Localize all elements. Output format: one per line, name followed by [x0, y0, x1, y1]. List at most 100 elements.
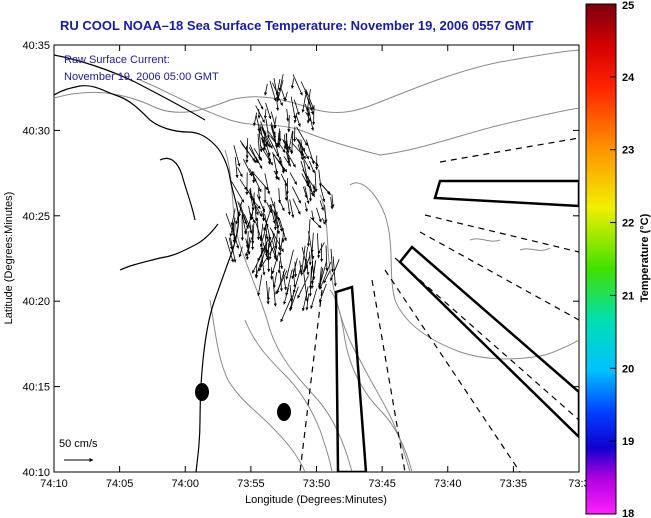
current-vector: [249, 190, 259, 216]
bathymetry-contour: [319, 194, 411, 472]
current-vector: [233, 145, 241, 167]
current-vector: [304, 103, 310, 116]
current-vector: [268, 137, 280, 158]
current-vector: [285, 249, 294, 280]
current-vector: [245, 138, 249, 164]
current-vector: [283, 287, 289, 305]
map-title: RU COOL NOAA–18 Sea Surface Temperature:…: [60, 18, 534, 33]
current-vector: [310, 232, 314, 253]
current-vector: [278, 142, 286, 153]
current-vector: [251, 171, 269, 191]
current-vector: [238, 246, 243, 258]
current-vector: [318, 266, 322, 287]
current-vector: [330, 197, 334, 210]
current-vector: [228, 237, 233, 250]
current-vector: [259, 124, 265, 143]
current-vector: [285, 141, 291, 162]
island-blob: [277, 403, 291, 421]
current-vector: [266, 201, 273, 214]
current-vector: [231, 226, 240, 249]
y-tick-label: 40:35: [22, 40, 50, 52]
current-vector: [304, 254, 311, 271]
current-vector: [274, 141, 282, 164]
current-vector: [300, 139, 305, 157]
sector-polygon: [398, 245, 579, 439]
current-label: Raw Surface Current:: [64, 54, 170, 66]
current-vector: [257, 133, 262, 160]
current-vector: [310, 288, 318, 310]
current-vector: [265, 234, 277, 259]
current-vector: [268, 247, 273, 260]
current-vector: [275, 78, 281, 95]
current-vector: [275, 216, 280, 229]
current-vector: [320, 183, 331, 196]
current-vector: [225, 213, 235, 237]
current-vector: [331, 194, 335, 208]
current-vector: [261, 127, 273, 149]
current-vector: [291, 186, 302, 204]
current-vector: [239, 178, 248, 191]
current-vector: [305, 293, 310, 311]
current-vector: [319, 261, 332, 290]
current-vector: [286, 108, 290, 122]
map-content: [54, 49, 579, 472]
current-vector: [303, 160, 310, 184]
bathymetry-contour: [469, 238, 551, 251]
colorbar-tick-label: 25: [622, 0, 634, 12]
current-vector: [272, 152, 279, 175]
current-vector: [272, 275, 277, 307]
current-vector: [301, 286, 309, 312]
current-vector: [308, 100, 314, 115]
colorbar: [585, 3, 617, 515]
current-vector: [255, 221, 262, 240]
current-vector: [293, 261, 298, 278]
current-vector: [291, 142, 307, 159]
current-vector: [297, 275, 309, 299]
current-vector: [225, 236, 234, 263]
x-tick-label: 74:05: [106, 478, 134, 490]
current-vector: [263, 108, 267, 119]
current-vector: [254, 263, 259, 279]
current-vector: [306, 259, 310, 276]
current-vector: [238, 201, 243, 217]
current-vector: [293, 99, 300, 116]
current-vector: [252, 112, 258, 127]
current-vector: [266, 233, 276, 254]
current-vector: [296, 126, 308, 146]
current-vector: [285, 150, 291, 165]
sector-polygon: [433, 179, 579, 208]
current-vector: [267, 130, 277, 142]
current-vector: [277, 188, 282, 204]
current-vector: [296, 115, 301, 127]
current-vector: [302, 169, 316, 190]
colorbar-tick-label: 24: [622, 72, 635, 84]
current-vector: [234, 156, 239, 179]
current-vector: [323, 270, 331, 284]
current-vector: [265, 102, 272, 120]
scale-label: 50 cm/s: [59, 438, 98, 450]
current-vector: [291, 258, 298, 280]
current-vector: [287, 130, 293, 151]
current-vector: [230, 237, 237, 263]
x-axis-ticks: 74:10 74:05 74:00 73:55 73:50 73:45 73:40 73:35…: [40, 45, 590, 490]
current-vector: [277, 260, 281, 274]
current-vector: [276, 132, 280, 147]
current-vector: [304, 186, 310, 205]
current-vector: [302, 186, 308, 199]
current-vector: [300, 245, 306, 276]
current-vector: [249, 212, 256, 224]
current-vector: [237, 201, 247, 225]
current-vector: [243, 159, 253, 177]
current-vector: [304, 202, 308, 213]
current-vector: [289, 199, 295, 219]
x-tick-label: 73:3: [568, 478, 589, 490]
x-tick-label: 73:40: [434, 478, 462, 490]
current-vector: [271, 251, 280, 275]
y-axis-label: Latitude (Degrees:Minutes): [3, 192, 15, 325]
current-vector: [257, 274, 263, 297]
current-vector: [269, 203, 276, 224]
current-vector: [257, 98, 264, 110]
current-vector: [257, 128, 269, 146]
current-vector: [264, 173, 271, 195]
current-vector: [299, 260, 303, 274]
